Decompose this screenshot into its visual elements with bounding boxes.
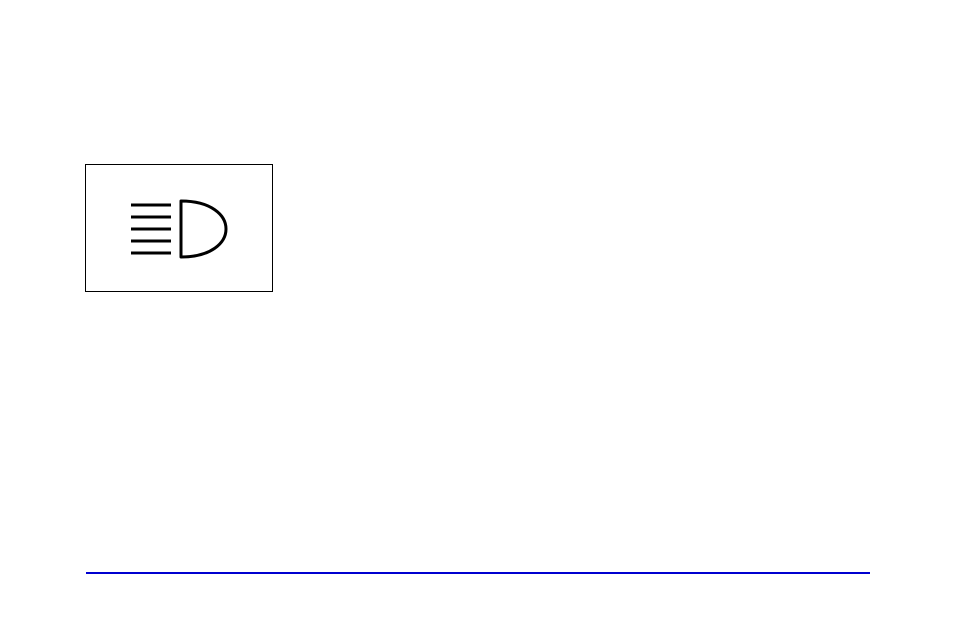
headlight-icon-box — [85, 164, 273, 292]
page-divider — [86, 572, 870, 574]
high-beam-headlight-icon — [126, 189, 236, 269]
